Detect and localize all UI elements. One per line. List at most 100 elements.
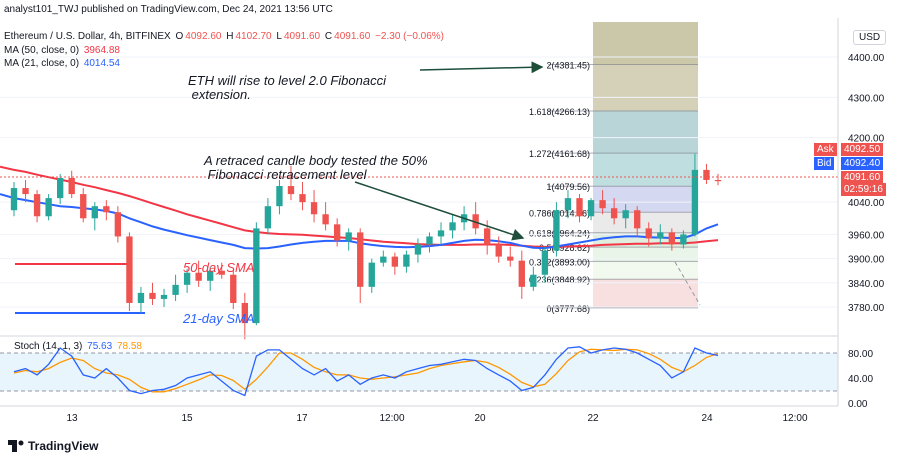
price-tick-label: 3780.00 — [848, 303, 885, 314]
candle-body — [207, 270, 214, 281]
ohlc-h-label: H — [226, 31, 234, 42]
candle-body — [368, 262, 375, 287]
fib-zone — [593, 212, 698, 233]
fibonacci-tool: 2(4381.45) 1.618(4266.13) 1.272(4161.68) 1(… — [529, 22, 698, 314]
candle-body — [634, 210, 641, 229]
price-tick-label: 4200.00 — [848, 134, 885, 145]
tradingview-logo-mark — [12, 445, 17, 452]
candle-body — [472, 214, 479, 229]
time-tick-label: 17 — [296, 413, 308, 424]
candle-body — [495, 244, 502, 257]
candle-body — [149, 292, 156, 299]
candle-body — [333, 224, 341, 241]
bid-label: Bid — [814, 157, 835, 170]
candle-body — [518, 260, 525, 287]
ohlc-l-label: L — [276, 31, 282, 42]
candles — [10, 153, 722, 340]
candle-body — [10, 188, 18, 211]
fib-level-label: 1.618(4266.13) — [529, 107, 590, 117]
candle-body — [564, 198, 572, 211]
ohlc-low: 4091.60 — [283, 31, 321, 42]
tradingview-logo-mark — [18, 440, 24, 446]
annotation-retracement[interactable]: A retraced candle body tested the 50% Fi… — [204, 153, 428, 182]
candle-body — [645, 228, 652, 239]
candle-body — [253, 228, 260, 324]
stoch-d-value: 78.58 — [116, 341, 142, 352]
candle-body — [322, 214, 329, 225]
annotation-fib-extension[interactable]: ETH will rise to level 2.0 Fibonacci ext… — [188, 73, 386, 102]
published-info: analyst101_TWJ published on TradingView.… — [4, 4, 333, 15]
ma21-value: 4014.54 — [83, 58, 120, 69]
candle-body — [68, 177, 75, 195]
candle-body — [657, 232, 664, 239]
fib-zone — [593, 153, 698, 187]
candle-countdown: 02:59:16 — [841, 183, 886, 196]
time-tick-label: 12:00 — [782, 413, 807, 424]
fib-level-label: 0.5(3928.62) — [539, 243, 590, 253]
fib-zone — [593, 64, 698, 111]
fib-level-label: 0.382(3893.00) — [529, 257, 590, 267]
candle-body — [91, 206, 98, 219]
time-tick-label: 15 — [181, 413, 193, 424]
candle-body — [680, 234, 687, 245]
candle-body — [241, 302, 248, 324]
candle-body — [22, 188, 29, 195]
candle-body — [172, 284, 179, 295]
candle-body — [137, 292, 145, 303]
candle-body — [449, 222, 456, 231]
stoch-pane — [0, 346, 838, 397]
candle-body — [714, 179, 722, 182]
price-pane: 2(4381.45) 1.618(4266.13) 1.272(4161.68) 1(… — [0, 18, 838, 340]
grid — [0, 56, 838, 308]
stoch-legend[interactable]: Stoch (14, 1, 3) 75.63 78.58 — [14, 341, 144, 352]
candle-body — [114, 212, 122, 237]
tradingview-logo — [8, 440, 24, 452]
footer-brand[interactable]: TradingView — [28, 439, 99, 453]
candle-body — [622, 210, 629, 219]
bid-price: 4092.40 — [841, 157, 884, 170]
price-tick-label: 4040.00 — [848, 198, 885, 209]
candle-body — [299, 194, 306, 203]
candle-body — [183, 272, 191, 285]
candle-body — [103, 206, 110, 213]
ask-price: 4092.50 — [841, 143, 884, 156]
time-tick-label: 22 — [587, 413, 599, 424]
currency-label[interactable]: USD — [853, 30, 887, 45]
ohlc-change: −2.30 (−0.06%) — [375, 31, 445, 42]
price-tick-label: 4300.00 — [848, 93, 885, 104]
symbol-name[interactable]: Ethereum / U.S. Dollar, 4h, BITFINEX — [4, 31, 171, 42]
candle-body — [576, 198, 583, 217]
ma50-legend[interactable]: MA (50, close, 0) 3964.88 — [4, 45, 122, 56]
candle-body — [391, 256, 399, 267]
ma21-legend[interactable]: MA (21, close, 0) 4014.54 — [4, 58, 122, 69]
candle-body — [56, 177, 64, 199]
fib-level-label: 1.272(4161.68) — [529, 149, 590, 159]
candle-body — [33, 194, 41, 217]
candle-body — [80, 194, 87, 219]
fib-zone — [593, 247, 698, 262]
fib-ext-arrow — [419, 61, 544, 74]
fib-zone — [593, 186, 698, 213]
annotation-sma21[interactable]: 21-day SMA — [183, 311, 255, 326]
price-axis[interactable]: 4400.00 4300.00 4200.00 4040.00 3960.00 3900.… — [848, 53, 885, 314]
ma50-value: 3964.88 — [83, 45, 120, 56]
candle-body — [437, 230, 445, 237]
annotation-sma50[interactable]: 50-day SMA — [183, 260, 255, 275]
fib-zone — [593, 110, 698, 154]
candle-body — [668, 232, 676, 245]
stoch-tick-label: 40.00 — [848, 374, 873, 385]
candle-body — [357, 232, 364, 287]
candle-body — [484, 228, 491, 245]
tradingview-logo-mark — [8, 440, 17, 445]
candle-body — [414, 244, 422, 255]
fib-level-label: 0(3777.68) — [546, 304, 590, 314]
fib-projection-dashed — [674, 261, 701, 306]
time-tick-label: 13 — [66, 413, 78, 424]
candle-body — [403, 254, 410, 267]
candle-body — [703, 169, 710, 180]
price-tick-label: 3900.00 — [848, 255, 885, 266]
candle-body — [195, 272, 202, 281]
candle-body — [230, 274, 237, 303]
time-axis[interactable]: 13 15 17 12:00 20 22 24 12:00 — [66, 413, 808, 424]
ohlc-close: 4091.60 — [334, 31, 371, 42]
